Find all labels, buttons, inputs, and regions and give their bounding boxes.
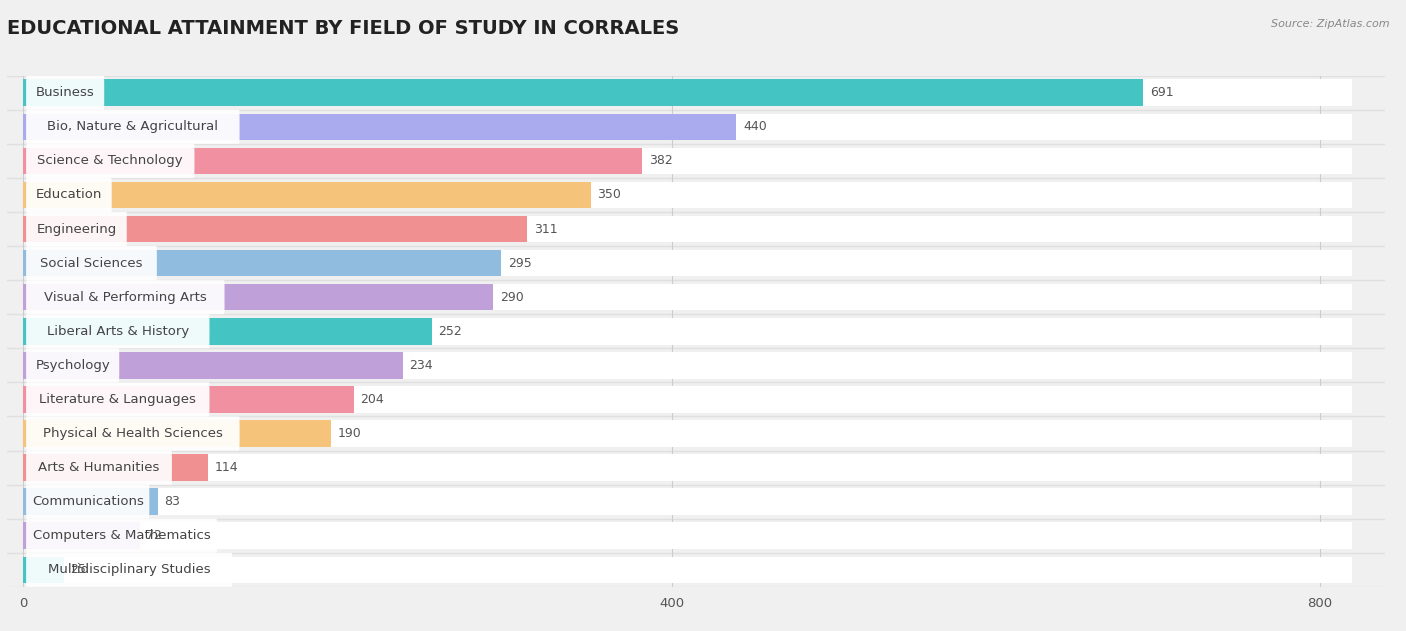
- FancyBboxPatch shape: [24, 250, 1353, 276]
- Text: 295: 295: [508, 257, 531, 269]
- Text: Education: Education: [35, 189, 103, 201]
- Text: Computers & Mathematics: Computers & Mathematics: [32, 529, 211, 542]
- Text: 311: 311: [534, 223, 558, 235]
- FancyBboxPatch shape: [24, 250, 502, 276]
- Text: 25: 25: [70, 563, 86, 576]
- Text: 252: 252: [439, 325, 463, 338]
- FancyBboxPatch shape: [24, 182, 1353, 208]
- FancyBboxPatch shape: [24, 284, 494, 310]
- Text: Engineering: Engineering: [37, 223, 117, 235]
- Text: Multidisciplinary Studies: Multidisciplinary Studies: [48, 563, 211, 576]
- FancyBboxPatch shape: [24, 420, 1353, 447]
- FancyBboxPatch shape: [24, 522, 141, 549]
- FancyBboxPatch shape: [24, 80, 1353, 106]
- FancyBboxPatch shape: [27, 212, 127, 246]
- FancyBboxPatch shape: [27, 246, 157, 280]
- Text: 190: 190: [337, 427, 361, 440]
- Text: Visual & Performing Arts: Visual & Performing Arts: [44, 291, 207, 304]
- Text: Bio, Nature & Agricultural: Bio, Nature & Agricultural: [48, 121, 218, 133]
- FancyBboxPatch shape: [24, 318, 432, 345]
- Text: Business: Business: [35, 86, 94, 99]
- Text: EDUCATIONAL ATTAINMENT BY FIELD OF STUDY IN CORRALES: EDUCATIONAL ATTAINMENT BY FIELD OF STUDY…: [7, 19, 679, 38]
- FancyBboxPatch shape: [27, 178, 111, 212]
- FancyBboxPatch shape: [24, 488, 1353, 515]
- FancyBboxPatch shape: [24, 352, 1353, 379]
- Text: 72: 72: [146, 529, 162, 542]
- FancyBboxPatch shape: [27, 144, 194, 178]
- FancyBboxPatch shape: [27, 280, 225, 314]
- Text: Literature & Languages: Literature & Languages: [39, 393, 197, 406]
- FancyBboxPatch shape: [24, 114, 1353, 140]
- FancyBboxPatch shape: [27, 348, 120, 382]
- Text: 114: 114: [215, 461, 238, 474]
- Text: Psychology: Psychology: [35, 359, 110, 372]
- FancyBboxPatch shape: [24, 148, 643, 174]
- FancyBboxPatch shape: [24, 557, 1353, 583]
- FancyBboxPatch shape: [27, 76, 104, 110]
- Text: 234: 234: [409, 359, 433, 372]
- Text: Communications: Communications: [32, 495, 143, 508]
- FancyBboxPatch shape: [27, 519, 217, 553]
- FancyBboxPatch shape: [24, 420, 332, 447]
- Text: 440: 440: [742, 121, 766, 133]
- FancyBboxPatch shape: [24, 522, 1353, 549]
- FancyBboxPatch shape: [27, 451, 172, 485]
- Text: Arts & Humanities: Arts & Humanities: [38, 461, 160, 474]
- FancyBboxPatch shape: [24, 386, 354, 413]
- Text: 382: 382: [650, 155, 672, 167]
- Text: 691: 691: [1150, 86, 1174, 99]
- FancyBboxPatch shape: [27, 314, 209, 348]
- FancyBboxPatch shape: [24, 80, 1143, 106]
- FancyBboxPatch shape: [24, 284, 1353, 310]
- Text: Liberal Arts & History: Liberal Arts & History: [46, 325, 188, 338]
- FancyBboxPatch shape: [27, 485, 149, 519]
- FancyBboxPatch shape: [24, 454, 208, 481]
- Text: 83: 83: [165, 495, 180, 508]
- FancyBboxPatch shape: [27, 553, 232, 587]
- Text: Science & Technology: Science & Technology: [38, 155, 183, 167]
- FancyBboxPatch shape: [27, 110, 239, 144]
- FancyBboxPatch shape: [27, 382, 209, 416]
- FancyBboxPatch shape: [24, 148, 1353, 174]
- FancyBboxPatch shape: [24, 114, 737, 140]
- FancyBboxPatch shape: [24, 318, 1353, 345]
- FancyBboxPatch shape: [24, 557, 63, 583]
- Text: Source: ZipAtlas.com: Source: ZipAtlas.com: [1271, 19, 1389, 29]
- FancyBboxPatch shape: [24, 216, 1353, 242]
- FancyBboxPatch shape: [24, 386, 1353, 413]
- Text: Physical & Health Sciences: Physical & Health Sciences: [44, 427, 222, 440]
- FancyBboxPatch shape: [24, 216, 527, 242]
- FancyBboxPatch shape: [24, 454, 1353, 481]
- FancyBboxPatch shape: [27, 416, 239, 451]
- FancyBboxPatch shape: [24, 352, 402, 379]
- Text: 204: 204: [360, 393, 384, 406]
- Text: Social Sciences: Social Sciences: [41, 257, 143, 269]
- FancyBboxPatch shape: [24, 488, 157, 515]
- Text: 290: 290: [499, 291, 523, 304]
- Text: 350: 350: [598, 189, 621, 201]
- FancyBboxPatch shape: [24, 182, 591, 208]
